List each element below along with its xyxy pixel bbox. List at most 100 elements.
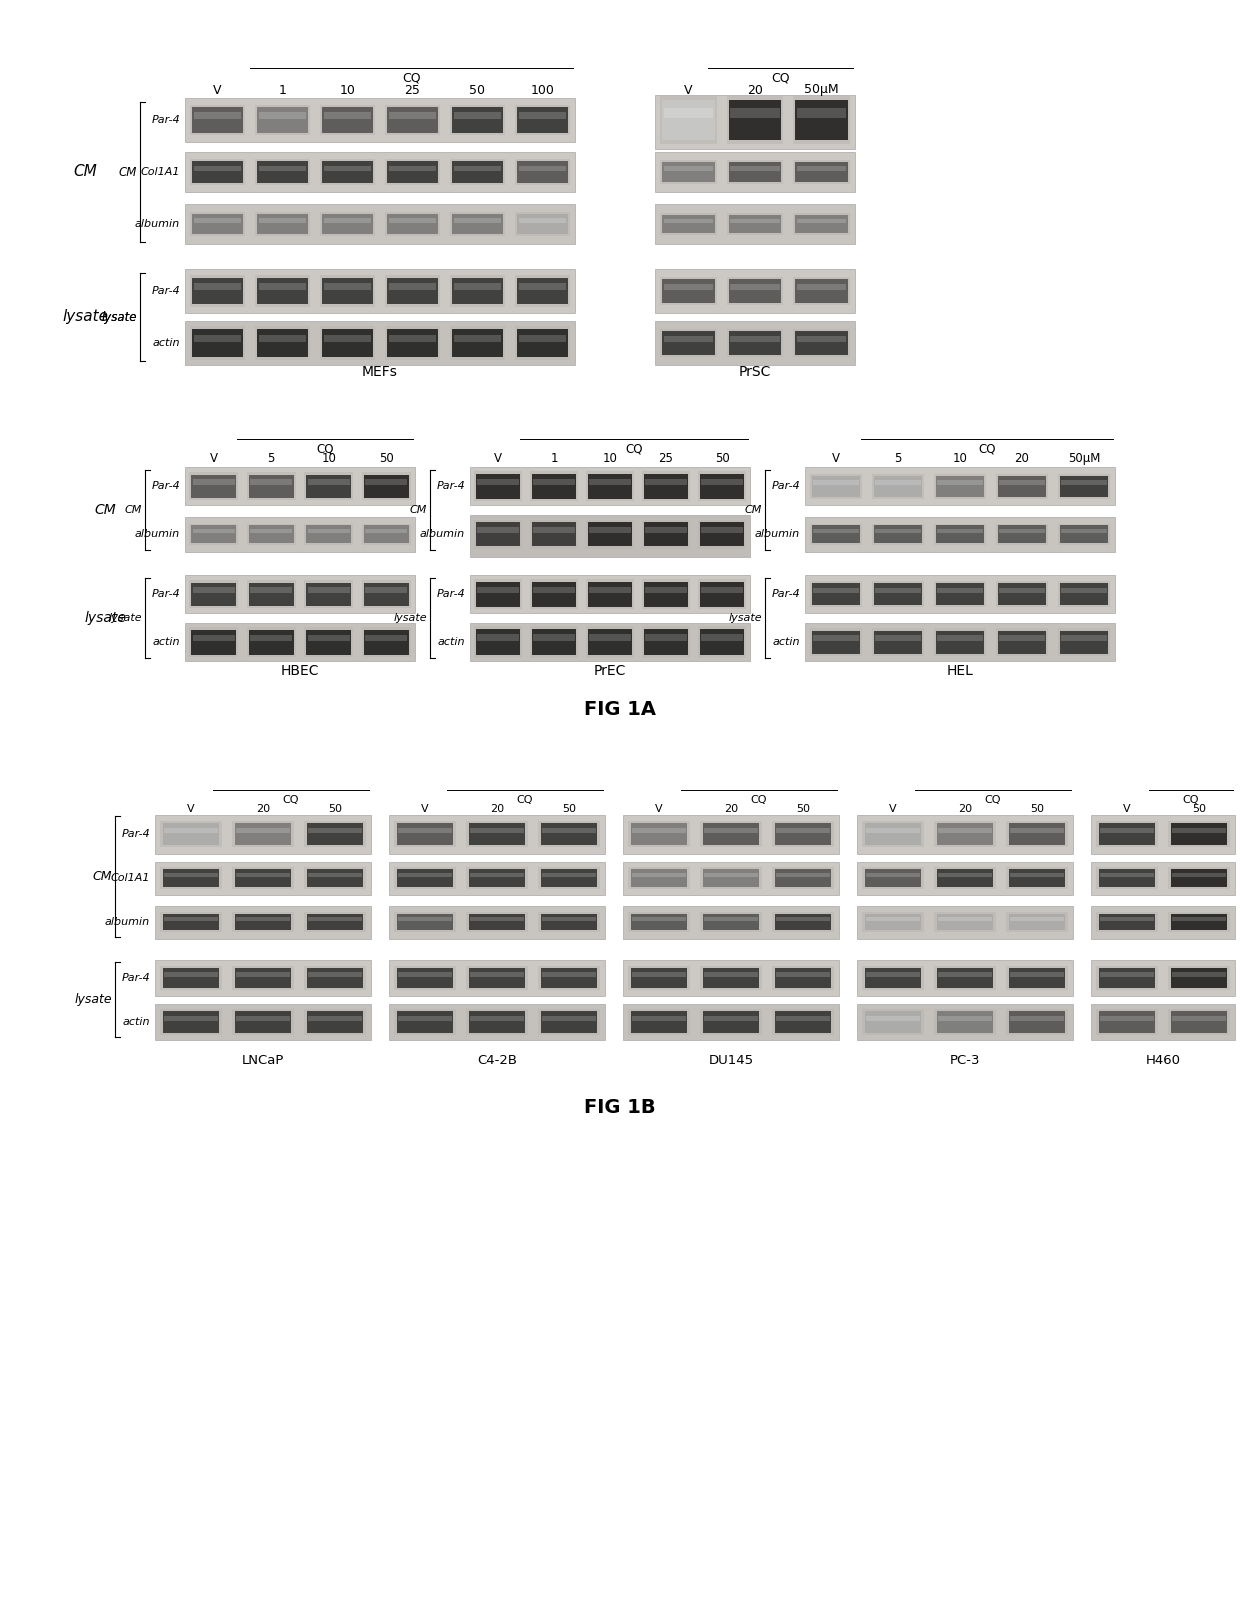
Bar [701,913,761,932]
Bar [776,1016,830,1021]
Bar [532,473,577,499]
Bar [155,960,371,995]
Bar [632,1016,686,1021]
Bar [541,915,598,931]
Bar [1168,913,1230,932]
Bar [773,966,833,991]
Bar [397,869,454,887]
Bar [797,218,846,223]
Bar [248,525,294,543]
Bar [515,212,570,236]
Bar [234,1012,291,1033]
Text: CQ: CQ [283,795,299,805]
Bar [237,918,290,921]
Bar [663,218,713,223]
Bar [934,868,996,889]
Bar [632,873,686,877]
Bar [533,478,574,485]
Bar [795,215,848,233]
Bar [1058,524,1111,545]
Bar [389,814,605,853]
Bar [996,524,1049,545]
Bar [795,331,848,354]
Bar [517,278,568,304]
Text: V: V [213,84,222,97]
Bar [250,528,293,533]
Bar [810,473,863,499]
Text: 10: 10 [603,452,618,465]
Bar [862,868,924,889]
Text: FIG 1B: FIG 1B [584,1097,656,1117]
Bar [812,630,861,654]
Bar [660,160,717,184]
Bar [469,915,526,931]
Bar [160,966,222,991]
Bar [1091,1004,1235,1041]
Bar [309,1016,362,1021]
Bar [1060,630,1109,654]
Bar [1173,873,1225,877]
Bar [306,475,351,498]
Bar [702,635,743,642]
Bar [185,517,415,551]
Bar [875,635,921,642]
Bar [936,1012,993,1033]
Bar [730,218,780,223]
Bar [776,918,830,921]
Bar [645,478,687,485]
Bar [1096,1010,1158,1036]
Bar [451,213,503,234]
Bar [387,213,438,234]
Bar [939,1016,992,1021]
Bar [365,587,408,593]
Bar [631,968,687,989]
Text: CQ: CQ [625,443,644,456]
Text: lysate: lysate [102,310,136,323]
Bar [365,480,408,485]
Bar [309,873,362,877]
Bar [304,627,353,658]
Bar [394,1010,456,1036]
Bar [247,580,296,608]
Bar [775,869,831,887]
Bar [250,635,293,642]
Bar [165,918,217,921]
Bar [384,158,440,184]
Bar [190,472,238,499]
Bar [304,524,353,545]
Bar [660,276,717,305]
Bar [470,873,523,877]
Text: 1: 1 [551,452,558,465]
Bar [454,283,501,289]
Bar [875,528,921,533]
Text: 10: 10 [340,84,356,97]
Bar [469,968,526,989]
Bar [1008,869,1065,887]
Text: 10: 10 [321,452,336,465]
Bar [185,322,575,365]
Bar [864,1012,921,1033]
Text: PC-3: PC-3 [950,1054,981,1067]
Bar [645,527,687,533]
Bar [936,630,985,654]
Bar [531,579,578,609]
Bar [864,968,921,989]
Bar [1058,629,1111,656]
Text: V: V [494,452,502,465]
Bar [655,322,856,365]
Bar [254,105,310,136]
Bar [308,587,350,593]
Bar [642,520,689,548]
Bar [185,467,415,506]
Bar [192,107,243,133]
Bar [862,1010,924,1036]
Bar [234,915,291,931]
Bar [362,524,410,545]
Text: Par-4: Par-4 [151,590,180,600]
Bar [247,472,296,499]
Bar [387,107,438,133]
Text: Par-4: Par-4 [771,590,800,600]
Text: V: V [684,84,693,97]
Bar [1061,635,1107,642]
Bar [1096,821,1158,847]
